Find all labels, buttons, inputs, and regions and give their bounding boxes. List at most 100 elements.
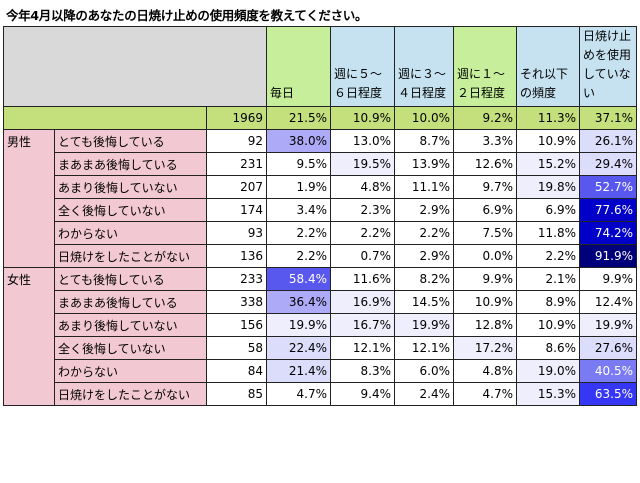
header-row: 毎日 週に５～ ６日程度 週に３～ ４日程度 週に１～ ２日程度 それ以下 の頻度 日焼け… xyxy=(3,26,637,107)
row-count: 207 xyxy=(206,175,267,199)
value-cell: 15.3% xyxy=(516,382,580,406)
total-value: 11.3% xyxy=(516,106,580,130)
value-cell: 12.4% xyxy=(579,290,637,314)
value-cell: 11.8% xyxy=(516,221,580,245)
value-cell: 77.6% xyxy=(579,198,637,222)
table-row: わからない 93 2.2% 2.2% 2.2% 7.5% 11.8% 74.2% xyxy=(4,221,637,245)
total-value: 21.5% xyxy=(266,106,331,130)
value-cell: 8.3% xyxy=(330,359,395,383)
row-count: 231 xyxy=(206,152,267,176)
table-row: 全く後悔していない 174 3.4% 2.3% 2.9% 6.9% 6.9% 77.6% xyxy=(4,198,637,222)
column-header: 週に３～ ４日程度 xyxy=(394,26,454,107)
value-cell: 0.0% xyxy=(453,244,517,268)
row-label: まあまあ後悔している xyxy=(54,290,207,314)
value-cell: 9.5% xyxy=(266,152,331,176)
value-cell: 12.8% xyxy=(453,313,517,337)
value-cell: 8.6% xyxy=(516,336,580,360)
table-row: 日焼けをしたことがない 85 4.7% 9.4% 2.4% 4.7% 15.3% 63.5% xyxy=(4,382,637,406)
value-cell: 74.2% xyxy=(579,221,637,245)
value-cell: 26.1% xyxy=(579,129,637,153)
value-cell: 19.0% xyxy=(516,359,580,383)
value-cell: 2.2% xyxy=(394,221,454,245)
value-cell: 16.9% xyxy=(330,290,395,314)
value-cell: 2.3% xyxy=(330,198,395,222)
value-cell: 2.2% xyxy=(516,244,580,268)
value-cell: 19.8% xyxy=(516,175,580,199)
row-label: とても後悔している xyxy=(54,129,207,153)
total-label-cell xyxy=(3,106,207,130)
value-cell: 63.5% xyxy=(579,382,637,406)
value-cell: 2.4% xyxy=(394,382,454,406)
value-cell: 0.7% xyxy=(330,244,395,268)
value-cell: 22.4% xyxy=(266,336,331,360)
row-label: 日焼けをしたことがない xyxy=(54,244,207,268)
value-cell: 2.2% xyxy=(330,221,395,245)
total-value: 10.0% xyxy=(394,106,454,130)
table-row: まあまあ後悔している 231 9.5% 19.5% 13.9% 12.6% 15.2% 29.… xyxy=(4,152,637,176)
table-body: 毎日 週に５～ ６日程度 週に３～ ４日程度 週に１～ ２日程度 それ以下 の頻度 日焼け… xyxy=(3,26,637,406)
table-row: 全く後悔していない 58 22.4% 12.1% 12.1% 17.2% 8.6% 27.6% xyxy=(4,336,637,360)
table-row: 女性 とても後悔している 233 58.4% 11.6% 8.2% 9.9% 2.1% 9.9% xyxy=(3,267,637,406)
row-count: 174 xyxy=(206,198,267,222)
row-count: 136 xyxy=(206,244,267,268)
value-cell: 7.5% xyxy=(453,221,517,245)
table-row: あまり後悔していない 156 19.9% 16.7% 19.9% 12.8% 10.9% 19… xyxy=(4,313,637,337)
value-cell: 6.9% xyxy=(516,198,580,222)
value-cell: 9.4% xyxy=(330,382,395,406)
value-cell: 6.0% xyxy=(394,359,454,383)
value-cell: 2.1% xyxy=(516,267,580,291)
value-cell: 29.4% xyxy=(579,152,637,176)
value-cell: 52.7% xyxy=(579,175,637,199)
row-count: 93 xyxy=(206,221,267,245)
value-cell: 16.7% xyxy=(330,313,395,337)
value-cell: 14.5% xyxy=(394,290,454,314)
usage-frequency-table: 毎日 週に５～ ６日程度 週に３～ ４日程度 週に１～ ２日程度 それ以下 の頻度 日焼け… xyxy=(3,26,637,406)
value-cell: 9.9% xyxy=(579,267,637,291)
table-title: 今年4月以降のあなたの日焼け止めの使用頻度を教えてください。 xyxy=(6,8,368,23)
value-cell: 4.8% xyxy=(453,359,517,383)
row-label: あまり後悔していない xyxy=(54,175,207,199)
table-row: あまり後悔していない 207 1.9% 4.8% 11.1% 9.7% 19.8% 52.7% xyxy=(4,175,637,199)
value-cell: 8.9% xyxy=(516,290,580,314)
value-cell: 2.2% xyxy=(266,244,331,268)
table-row: わからない 84 21.4% 8.3% 6.0% 4.8% 19.0% 40.5% xyxy=(4,359,637,383)
column-header: それ以下 の頻度 xyxy=(516,26,580,107)
value-cell: 8.2% xyxy=(394,267,454,291)
row-label: まあまあ後悔している xyxy=(54,152,207,176)
value-cell: 27.6% xyxy=(579,336,637,360)
column-header: 週に５～ ６日程度 xyxy=(330,26,395,107)
total-count: 1969 xyxy=(206,106,267,130)
value-cell: 9.9% xyxy=(453,267,517,291)
value-cell: 38.0% xyxy=(266,129,331,153)
row-label: 全く後悔していない xyxy=(54,336,207,360)
row-label: とても後悔している xyxy=(54,267,207,291)
value-cell: 19.9% xyxy=(394,313,454,337)
value-cell: 13.0% xyxy=(330,129,395,153)
value-cell: 12.1% xyxy=(394,336,454,360)
value-cell: 91.9% xyxy=(579,244,637,268)
row-count: 338 xyxy=(206,290,267,314)
sex-label: 女性 xyxy=(3,267,55,406)
row-label: あまり後悔していない xyxy=(54,313,207,337)
row-label: 全く後悔していない xyxy=(54,198,207,222)
sex-label: 男性 xyxy=(3,129,55,268)
row-count: 85 xyxy=(206,382,267,406)
value-cell: 2.9% xyxy=(394,244,454,268)
row-label: わからない xyxy=(54,221,207,245)
row-count: 233 xyxy=(206,267,267,291)
value-cell: 40.5% xyxy=(579,359,637,383)
value-cell: 9.7% xyxy=(453,175,517,199)
value-cell: 10.9% xyxy=(516,313,580,337)
value-cell: 13.9% xyxy=(394,152,454,176)
value-cell: 6.9% xyxy=(453,198,517,222)
column-header: 日焼け止 めを使用 していない xyxy=(579,26,637,107)
value-cell: 15.2% xyxy=(516,152,580,176)
value-cell: 4.8% xyxy=(330,175,395,199)
value-cell: 17.2% xyxy=(453,336,517,360)
value-cell: 10.9% xyxy=(453,290,517,314)
column-header: 毎日 xyxy=(266,26,331,107)
header-corner xyxy=(3,26,267,107)
value-cell: 2.9% xyxy=(394,198,454,222)
value-cell: 19.9% xyxy=(579,313,637,337)
value-cell: 3.3% xyxy=(453,129,517,153)
